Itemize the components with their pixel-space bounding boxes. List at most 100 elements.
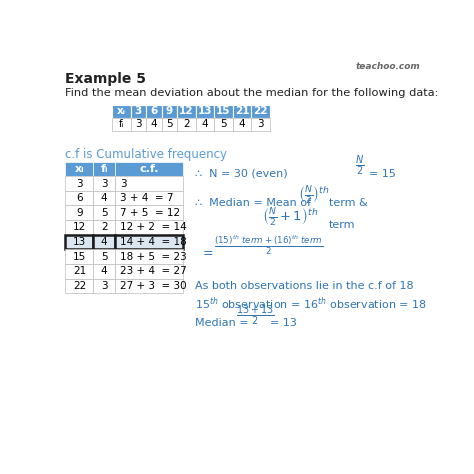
- Text: 3: 3: [135, 106, 142, 116]
- Bar: [115, 279, 183, 293]
- Text: 3 + 4  = 7: 3 + 4 = 7: [120, 193, 173, 203]
- Bar: [65, 264, 93, 279]
- Bar: [65, 162, 93, 176]
- Bar: [233, 105, 251, 118]
- Bar: [115, 264, 183, 279]
- Text: 3: 3: [135, 119, 142, 129]
- Bar: [251, 118, 270, 131]
- Bar: [115, 206, 183, 220]
- Text: term: term: [329, 220, 356, 230]
- Text: $\frac{(15)^{th}\ \mathit{term} + (16)^{th}\ \mathit{term}}{2}$: $\frac{(15)^{th}\ \mathit{term} + (16)^{…: [214, 234, 324, 257]
- Bar: [233, 118, 251, 131]
- Bar: [112, 118, 130, 131]
- Text: 3: 3: [120, 179, 127, 189]
- Text: 18 + 5  = 23: 18 + 5 = 23: [120, 252, 186, 262]
- Bar: [251, 105, 270, 118]
- Bar: [177, 118, 196, 131]
- Text: 4: 4: [101, 237, 108, 247]
- Text: 13: 13: [198, 106, 212, 116]
- Text: 2: 2: [101, 222, 108, 232]
- Text: 4: 4: [101, 193, 108, 203]
- Text: =: =: [202, 247, 213, 260]
- Text: 27 + 3  = 30: 27 + 3 = 30: [120, 281, 186, 291]
- Text: 13: 13: [73, 237, 86, 247]
- Text: 9: 9: [166, 106, 173, 116]
- Text: ∴  Median = Mean of: ∴ Median = Mean of: [195, 198, 311, 208]
- Bar: [93, 220, 115, 235]
- Bar: [115, 176, 183, 191]
- Bar: [93, 279, 115, 293]
- Bar: [196, 118, 214, 131]
- Bar: [115, 162, 183, 176]
- Text: Find the mean deviation about the median for the following data:: Find the mean deviation about the median…: [65, 88, 439, 98]
- Bar: [115, 249, 183, 264]
- Text: 22: 22: [73, 281, 86, 291]
- Text: Median =: Median =: [195, 319, 248, 328]
- Text: 3: 3: [257, 119, 264, 129]
- Text: $\frac{N}{2}$: $\frac{N}{2}$: [356, 154, 365, 178]
- Text: 7 + 5  = 12: 7 + 5 = 12: [120, 208, 180, 218]
- Text: 22: 22: [254, 106, 268, 116]
- Bar: [130, 118, 146, 131]
- Bar: [196, 105, 214, 118]
- Text: 15: 15: [73, 252, 86, 262]
- Text: 5: 5: [101, 208, 108, 218]
- Text: $\left(\frac{N}{2}\right)^{th}$: $\left(\frac{N}{2}\right)^{th}$: [298, 184, 330, 206]
- Text: 3: 3: [101, 179, 108, 189]
- Text: 4: 4: [101, 266, 108, 276]
- Bar: [93, 162, 115, 176]
- Text: 5: 5: [101, 252, 108, 262]
- Bar: [93, 264, 115, 279]
- Bar: [93, 176, 115, 191]
- Bar: [65, 235, 93, 249]
- Text: 3: 3: [101, 281, 108, 291]
- Text: = 13: = 13: [270, 319, 297, 328]
- Text: ∴  N = 30 (even): ∴ N = 30 (even): [195, 169, 288, 179]
- Text: 23 + 4  = 27: 23 + 4 = 27: [120, 266, 186, 276]
- Text: 14 + 4  = 18: 14 + 4 = 18: [120, 237, 186, 247]
- Text: 5: 5: [166, 119, 173, 129]
- Bar: [93, 249, 115, 264]
- Bar: [65, 191, 93, 206]
- Text: term &: term &: [329, 198, 368, 208]
- Text: Example 5: Example 5: [65, 72, 146, 86]
- Bar: [112, 105, 130, 118]
- Bar: [214, 105, 233, 118]
- Text: fᵢ: fᵢ: [118, 119, 124, 129]
- Bar: [162, 118, 177, 131]
- Text: xᵢ: xᵢ: [74, 164, 84, 174]
- Bar: [65, 220, 93, 235]
- Text: 21: 21: [235, 106, 249, 116]
- Text: c.f is Cumulative frequency: c.f is Cumulative frequency: [65, 148, 228, 161]
- Text: c.f.: c.f.: [139, 164, 159, 174]
- Text: $\frac{13+13}{2}$: $\frac{13+13}{2}$: [236, 303, 274, 328]
- Text: xᵢ: xᵢ: [117, 106, 126, 116]
- Bar: [65, 176, 93, 191]
- Text: 12: 12: [73, 222, 86, 232]
- Text: 9: 9: [76, 208, 82, 218]
- Text: As both observations lie in the c.f of 18: As both observations lie in the c.f of 1…: [195, 282, 413, 292]
- Text: 4: 4: [201, 119, 208, 129]
- Text: 3: 3: [76, 179, 82, 189]
- Bar: [130, 105, 146, 118]
- Text: $\left(\frac{N}{2}+1\right)^{th}$: $\left(\frac{N}{2}+1\right)^{th}$: [262, 206, 319, 228]
- Text: 15$^{th}$ observation = 16$^{th}$ observation = 18: 15$^{th}$ observation = 16$^{th}$ observ…: [195, 295, 427, 311]
- Bar: [65, 206, 93, 220]
- Text: 6: 6: [76, 193, 82, 203]
- Bar: [115, 220, 183, 235]
- Bar: [93, 206, 115, 220]
- Text: 2: 2: [183, 119, 190, 129]
- Text: 6: 6: [150, 106, 157, 116]
- Text: 12 + 2  = 14: 12 + 2 = 14: [120, 222, 186, 232]
- Bar: [146, 105, 162, 118]
- Text: = 15: = 15: [369, 169, 396, 179]
- Bar: [162, 105, 177, 118]
- Text: 15: 15: [216, 106, 231, 116]
- Text: 4: 4: [239, 119, 246, 129]
- Bar: [93, 235, 115, 249]
- Bar: [115, 235, 183, 249]
- Bar: [93, 191, 115, 206]
- Text: 5: 5: [220, 119, 227, 129]
- Bar: [214, 118, 233, 131]
- Bar: [65, 279, 93, 293]
